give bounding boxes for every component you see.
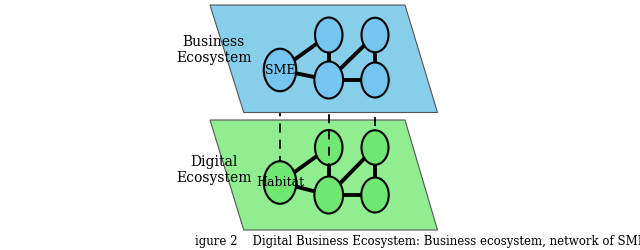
Ellipse shape (314, 62, 343, 98)
Text: igure 2    Digital Business Ecosystem: Business ecosystem, network of SMEs (Moor: igure 2 Digital Business Ecosystem: Busi… (195, 234, 640, 248)
Ellipse shape (315, 18, 342, 52)
Text: SME: SME (265, 64, 295, 76)
Ellipse shape (264, 161, 296, 204)
Ellipse shape (315, 130, 342, 165)
Polygon shape (210, 5, 438, 112)
Ellipse shape (314, 176, 343, 214)
Polygon shape (210, 120, 438, 230)
Ellipse shape (361, 178, 388, 212)
Text: Business
Ecosystem: Business Ecosystem (176, 35, 252, 65)
Text: Habitat: Habitat (256, 176, 304, 189)
Ellipse shape (264, 49, 296, 91)
Text: Digital
Ecosystem: Digital Ecosystem (176, 155, 252, 185)
Ellipse shape (361, 62, 388, 98)
Ellipse shape (362, 18, 388, 52)
Ellipse shape (362, 130, 388, 165)
